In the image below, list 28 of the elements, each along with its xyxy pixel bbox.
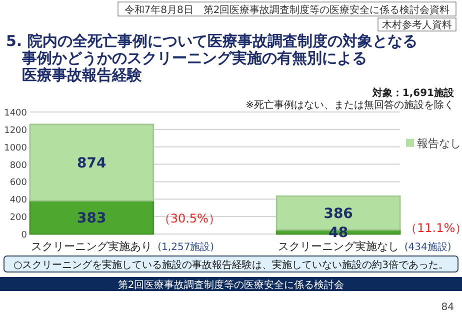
- x-tick-label: スクリーニング実施あり: [31, 240, 152, 253]
- y-tick-label: 0: [21, 230, 28, 240]
- bar: [29, 124, 154, 202]
- y-tick-label: 200: [10, 213, 28, 224]
- y-tick-label: 400: [10, 196, 28, 206]
- x-tick-label: スクリーニング実施なし: [278, 240, 399, 253]
- bar: [29, 200, 154, 235]
- y-tick-label: 1400: [4, 108, 28, 118]
- data-label: 386: [324, 206, 353, 222]
- data-label: 383: [77, 210, 106, 226]
- text: 第2回医療事故調査制度等の医療安全に係る検討会: [118, 279, 344, 291]
- text: ※死亡事例はない、または無回答の施設を除く: [246, 99, 454, 111]
- text: 84: [441, 302, 454, 313]
- text: (434施設): [404, 241, 452, 253]
- text: （11.1%）: [405, 221, 462, 235]
- y-tick-label: 800: [10, 160, 28, 171]
- legend-label: 報告なし: [417, 136, 461, 150]
- text: 木村参考人資料: [382, 19, 452, 31]
- text: 対象：1,691施設: [371, 87, 455, 99]
- text: 令和7年8月8日 第2回医療事故調査制度等の医療安全に係る検討会資料: [124, 4, 450, 16]
- annotation: （30.5%）: [158, 211, 220, 226]
- text: (1,257施設): [158, 241, 214, 253]
- data-label: 874: [77, 156, 107, 172]
- y-tick-label: 1200: [4, 126, 28, 136]
- text: ○スクリーニングを実施している施設の事故報告経験は、実施していない施設の約3倍であった。: [13, 259, 449, 271]
- y-tick-label: 1000: [4, 143, 28, 154]
- chart-title: 5. 院内の全死亡事例について医療事故調査制度の対象となる事例かどうかのスクリーニング実施の有無別による医療事故報告経験: [6, 32, 418, 84]
- y-tick-label: 600: [10, 178, 28, 188]
